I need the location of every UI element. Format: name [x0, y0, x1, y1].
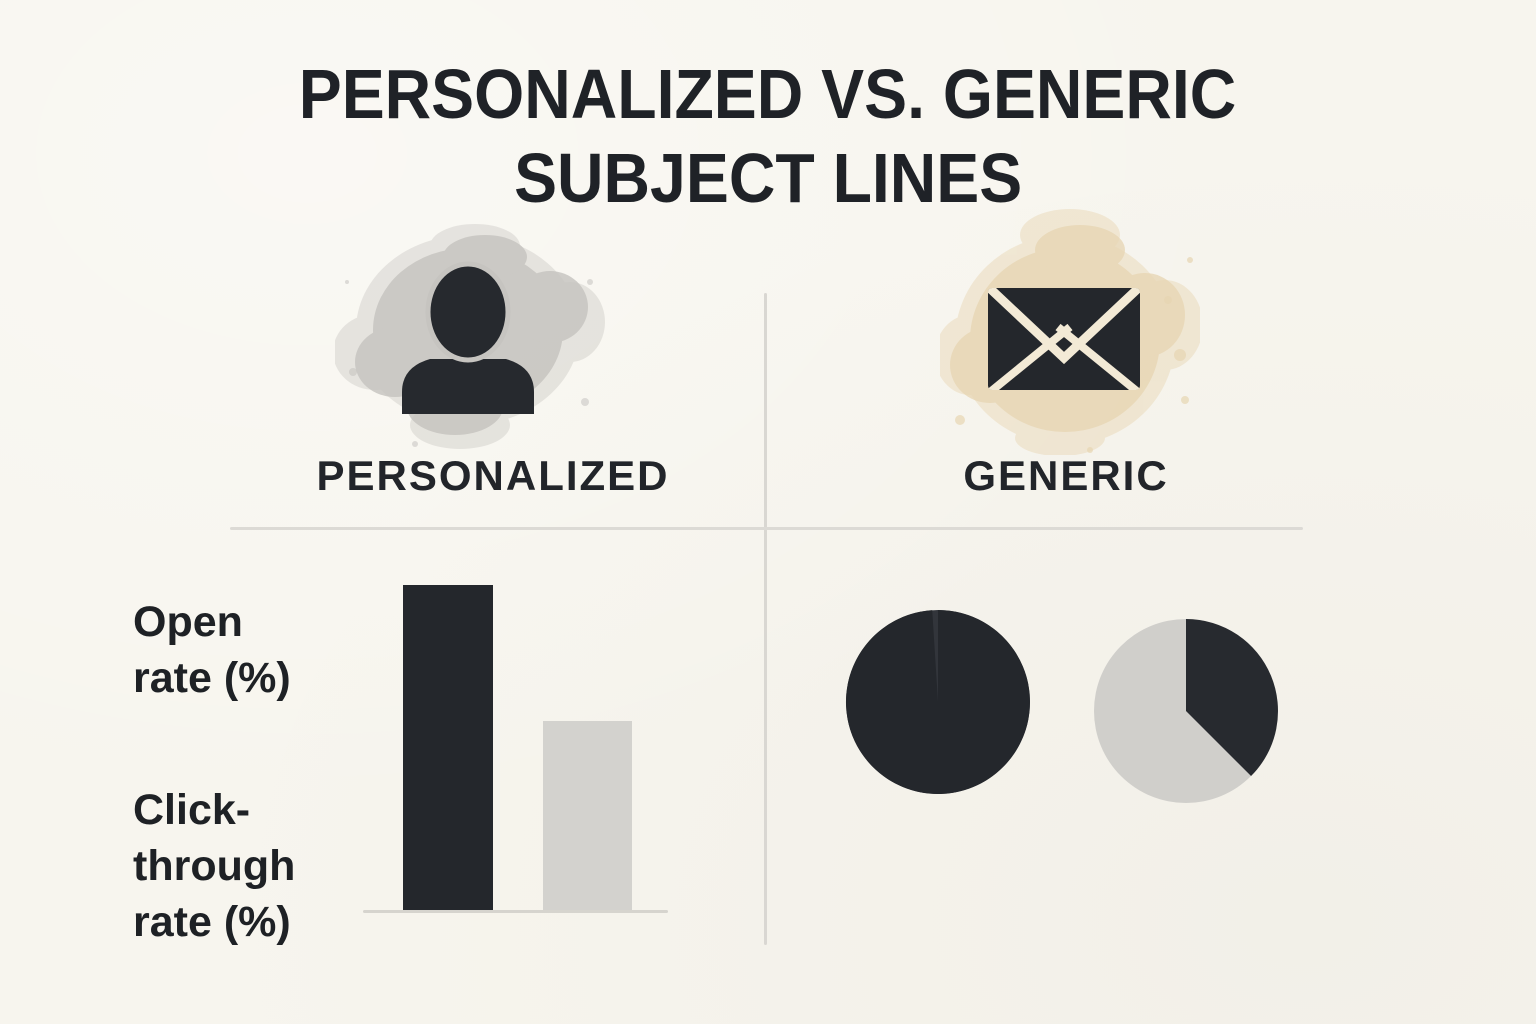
pie-filled-slice	[845, 610, 1030, 794]
bar-open-rate	[403, 585, 493, 912]
personalized-label: PERSONALIZED	[316, 452, 670, 499]
horizontal-divider	[230, 527, 1303, 530]
envelope-blob-splatter	[955, 257, 1193, 453]
envelope-body	[988, 288, 1140, 390]
person-blob-splatter	[345, 279, 593, 447]
vertical-divider	[764, 293, 767, 945]
title-line-1: PERSONALIZED VS. GENERIC	[299, 55, 1237, 133]
generic-label: GENERIC	[963, 452, 1169, 499]
envelope-icon	[940, 209, 1200, 455]
title-line-2: SUBJECT LINES	[513, 139, 1023, 217]
pie-open-rate	[845, 610, 1030, 794]
pie-click-through-rate	[1094, 619, 1278, 803]
page-title: PERSONALIZED VS. GENERIC SUBJECT LINES	[0, 52, 1536, 220]
bar-chart-baseline	[363, 910, 668, 913]
click-through-rate-label: Click- through rate (%)	[133, 786, 296, 946]
person-shoulders	[402, 359, 534, 414]
person-icon	[335, 224, 605, 449]
bar-click-through-rate	[543, 721, 632, 912]
pie-filled-slice	[1186, 619, 1278, 777]
open-rate-label: Open rate (%)	[133, 598, 291, 702]
person-head	[425, 261, 511, 363]
